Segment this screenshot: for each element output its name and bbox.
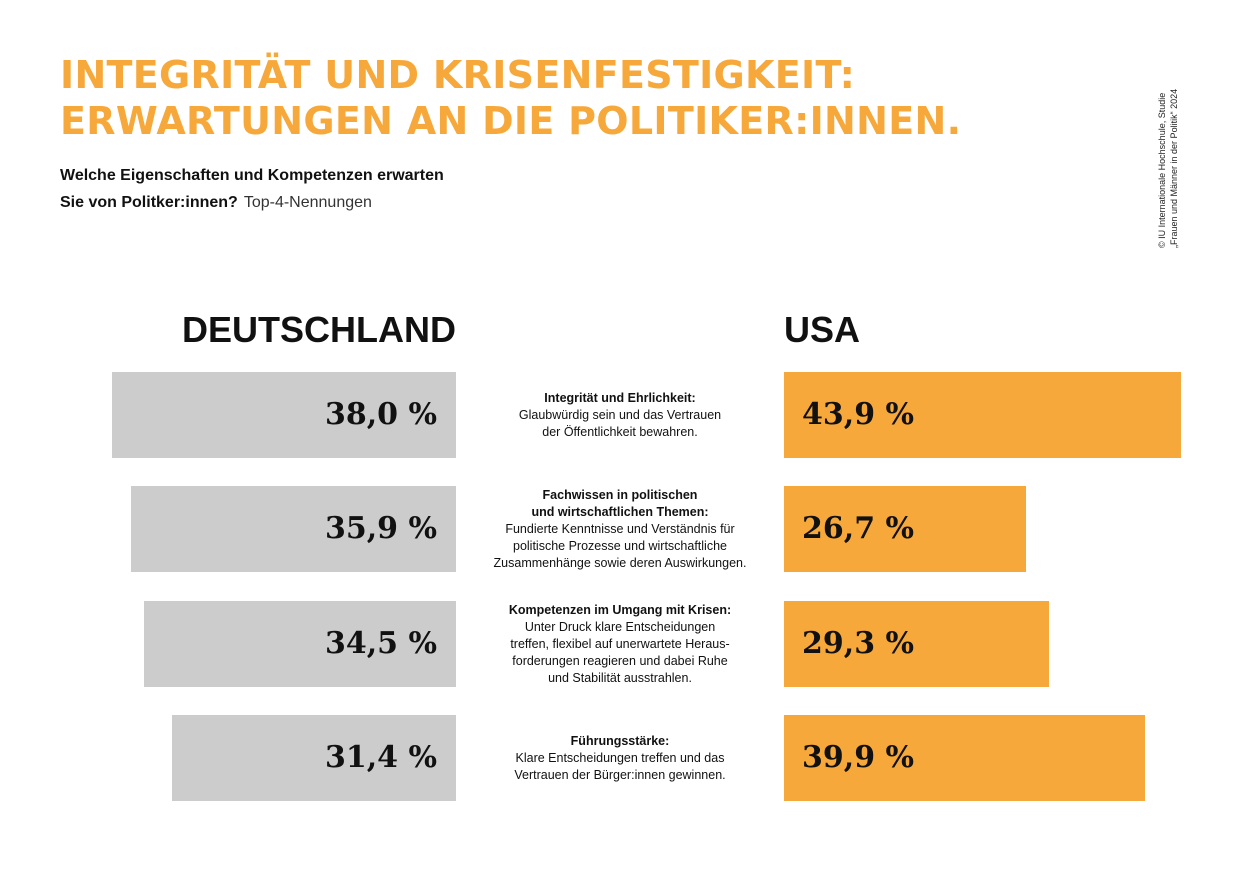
chart-subtitle: Welche Eigenschaften und Kompetenzen erw… xyxy=(60,162,444,216)
category-heading: Integrität und Ehrlichkeit: xyxy=(544,390,695,407)
bar-germany-3 xyxy=(143,601,456,687)
category-text-line: Vertrauen der Bürger:innen gewinnen. xyxy=(514,767,726,782)
category-text-line: Glaubwürdig sein und das Vertrauen xyxy=(518,407,722,422)
value-label-germany-1: 38,0 % xyxy=(324,397,437,432)
title-line-2: ERWARTUNGEN AN DIE POLITIKER:INNEN. xyxy=(60,99,962,143)
category-label-1: Integrität und Ehrlichkeit: Glaubwürdig s… xyxy=(476,372,764,458)
category-text: Unter Druck klare Entscheidungen treffen,… xyxy=(510,619,729,687)
category-text-line: der Öffentlichkeit bewahren. xyxy=(542,424,698,439)
category-label-3: Kompetenzen im Umgang mit Krisen: Unter D… xyxy=(476,601,764,687)
subtitle-line-1: Welche Eigenschaften und Kompetenzen erw… xyxy=(60,167,444,184)
value-label-germany-4: 31,4 % xyxy=(324,740,437,775)
category-text-line: und Stabilität ausstrahlen. xyxy=(548,670,692,685)
category-text-line: politische Prozesse und wirtschaftliche xyxy=(513,538,727,553)
category-text-line: treffen, flexibel auf unerwartete Heraus… xyxy=(510,636,730,651)
category-text-line: Klare Entscheidungen treffen und das xyxy=(515,750,725,765)
category-label-2: Fachwissen in politischen und wirtschaftl… xyxy=(476,486,764,572)
bar-usa-1 xyxy=(784,372,1182,458)
category-label-4: Führungsstärke: Klare Entscheidungen tref… xyxy=(476,715,764,801)
subtitle-line-2: Sie von Politker:innen? Top-4-Nennungen xyxy=(60,189,444,216)
chart-title: INTEGRITÄT UND KRISENFESTIGKEIT: ERWARTU… xyxy=(60,52,961,144)
category-heading-line: Fachwissen in politischen xyxy=(542,487,698,502)
category-heading-line: Kompetenzen im Umgang mit Krisen: xyxy=(508,602,732,617)
category-text: Glaubwürdig sein und das Vertrauen der Öf… xyxy=(519,407,721,441)
title-line-1: INTEGRITÄT UND KRISENFESTIGKEIT: xyxy=(60,53,856,97)
subtitle-question-end: Sie von Politker:innen? xyxy=(60,194,238,211)
category-heading: Kompetenzen im Umgang mit Krisen: xyxy=(509,602,731,619)
category-text: Klare Entscheidungen treffen und das Vert… xyxy=(514,750,725,784)
category-text-line: Unter Druck klare Entscheidungen xyxy=(524,619,716,634)
category-text-line: Fundierte Kenntnisse und Verständnis für xyxy=(505,521,735,536)
value-label-usa-1: 43,9 % xyxy=(802,397,915,432)
category-heading: Fachwissen in politischen und wirtschaftl… xyxy=(531,487,708,521)
category-text-line: forderungen reagieren und dabei Ruhe xyxy=(512,653,728,668)
bar-usa-3 xyxy=(784,601,1050,687)
legend-germany: DEUTSCHLAND xyxy=(182,309,456,350)
category-heading-line: Integrität und Ehrlichkeit: xyxy=(544,390,696,405)
value-label-usa-4: 39,9 % xyxy=(802,740,915,775)
value-label-germany-3: 34,5 % xyxy=(324,626,437,661)
bar-germany-4 xyxy=(171,715,456,801)
category-heading-line: Führungsstärke: xyxy=(570,733,670,748)
bar-usa-4 xyxy=(784,715,1146,801)
value-label-usa-3: 29,3 % xyxy=(802,626,915,661)
value-label-germany-2: 35,9 % xyxy=(324,511,437,546)
bar-germany-1 xyxy=(112,372,456,458)
bar-usa-2 xyxy=(784,486,1026,572)
legend-usa: USA xyxy=(784,309,861,350)
subtitle-note: Top-4-Nennungen xyxy=(243,194,372,211)
category-heading: Führungsstärke: xyxy=(571,733,670,750)
bar-germany-2 xyxy=(131,486,456,572)
category-heading-line: und wirtschaftlichen Themen: xyxy=(531,504,709,519)
category-text: Fundierte Kenntnisse und Verständnis für… xyxy=(494,521,747,572)
value-label-usa-2: 26,7 % xyxy=(802,511,915,546)
category-text-line: Zusammenhänge sowie deren Auswirkungen. xyxy=(493,555,747,570)
